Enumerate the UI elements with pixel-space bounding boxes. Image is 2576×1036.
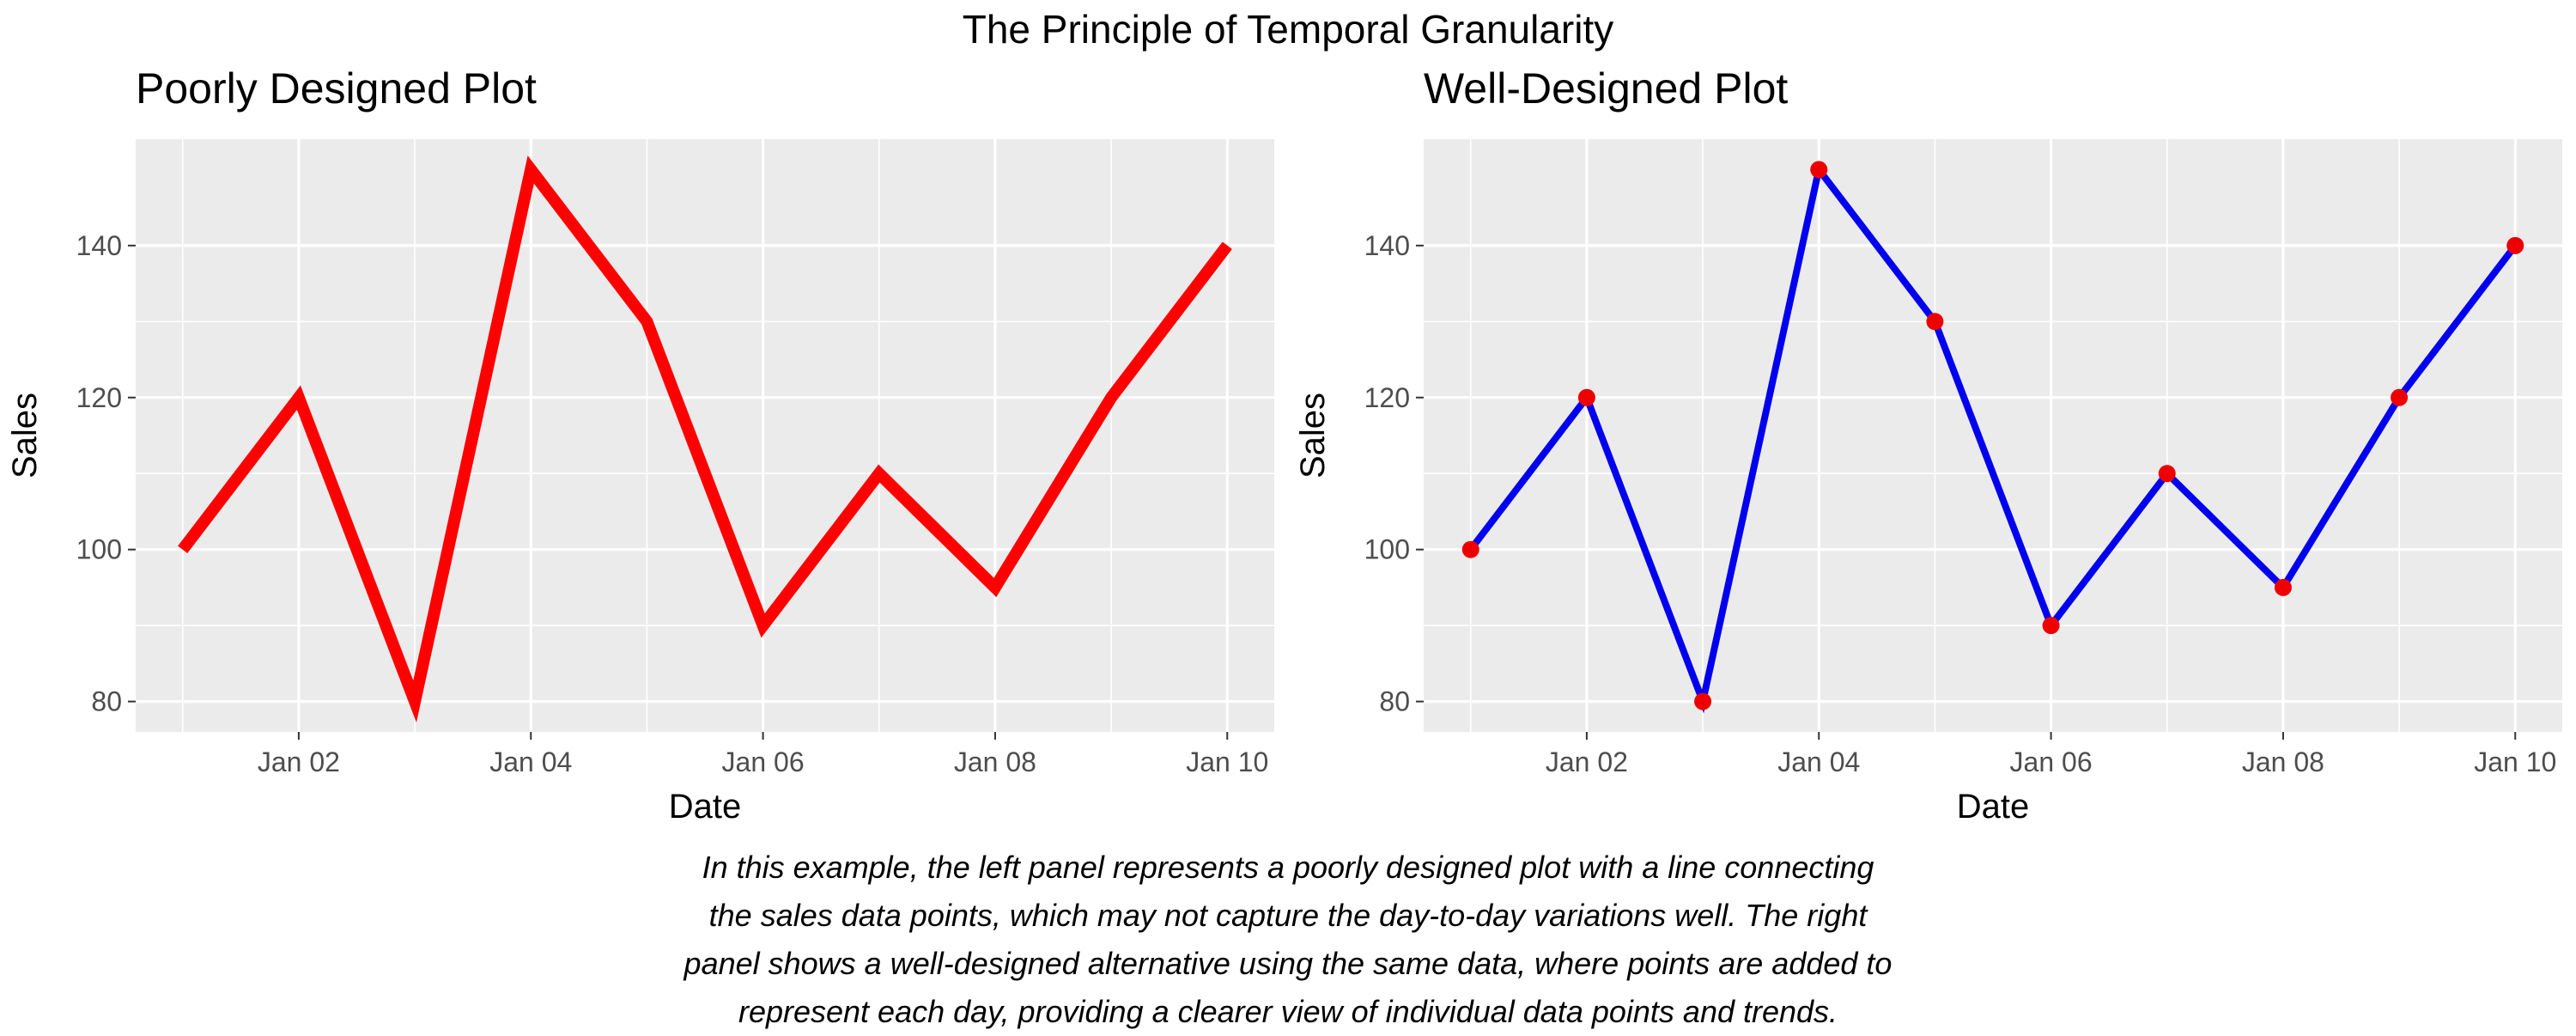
y-tick-label: 80 bbox=[1379, 686, 1410, 717]
data-point bbox=[1461, 540, 1479, 558]
chart-title: Poorly Designed Plot bbox=[136, 64, 537, 113]
data-point bbox=[2506, 236, 2524, 254]
y-axis-title: Sales bbox=[1294, 393, 1332, 478]
series-line bbox=[1467, 161, 2518, 714]
x-tick-label: Jan 10 bbox=[2474, 747, 2556, 777]
plot-panel bbox=[136, 139, 1274, 732]
y-tick-label: 100 bbox=[1364, 534, 1410, 565]
x-axis-title: Date bbox=[669, 788, 742, 826]
x-axis-title: Date bbox=[1957, 788, 2030, 826]
caption-line: represent each day, providing a clearer … bbox=[738, 994, 1838, 1029]
chart-poorly-designed: Poorly Designed Plot 80 100 120 140 Jan 02 Jan… bbox=[6, 64, 1274, 826]
y-tick-label: 120 bbox=[76, 382, 122, 413]
x-tick-label: Jan 04 bbox=[489, 747, 572, 777]
data-point bbox=[1694, 692, 1712, 710]
data-point bbox=[1577, 388, 1595, 406]
y-tick-label: 120 bbox=[1364, 382, 1410, 413]
data-point bbox=[1926, 313, 1944, 331]
data-point bbox=[2042, 617, 2060, 635]
x-tick-label: Jan 06 bbox=[722, 747, 805, 777]
data-point bbox=[1810, 161, 1828, 179]
figure-title: The Principle of Temporal Granularity bbox=[962, 7, 1614, 52]
x-tick-label: Jan 04 bbox=[1777, 747, 1860, 777]
y-tick-label: 140 bbox=[76, 230, 122, 261]
x-tick-label: Jan 02 bbox=[258, 747, 340, 777]
y-tick-label: 100 bbox=[76, 534, 122, 565]
x-tick-label: Jan 08 bbox=[2242, 747, 2324, 777]
data-point bbox=[2158, 465, 2176, 483]
caption-line: In this example, the left panel represen… bbox=[702, 850, 1874, 885]
caption-line: panel shows a well-designed alternative … bbox=[683, 946, 1893, 981]
x-tick-label: Jan 08 bbox=[954, 747, 1036, 777]
data-point bbox=[2391, 388, 2409, 406]
caption-line: the sales data points, which may not cap… bbox=[708, 898, 1868, 933]
chart-well-designed: Well-Designed Plot 80 100 120 140 Jan 02 Jan 0… bbox=[1294, 64, 2562, 826]
y-tick-label: 140 bbox=[1364, 230, 1410, 261]
plot-panel bbox=[1424, 139, 2562, 732]
y-axis-title: Sales bbox=[6, 393, 44, 478]
x-tick-label: Jan 02 bbox=[1546, 747, 1628, 777]
series-line bbox=[178, 155, 1232, 723]
x-tick-label: Jan 10 bbox=[1186, 747, 1268, 777]
data-point bbox=[2274, 578, 2292, 596]
chart-title: Well-Designed Plot bbox=[1424, 64, 1788, 113]
y-tick-label: 80 bbox=[91, 686, 122, 717]
x-tick-label: Jan 06 bbox=[2010, 747, 2093, 777]
caption: In this example, the left panel represen… bbox=[429, 844, 2147, 1036]
